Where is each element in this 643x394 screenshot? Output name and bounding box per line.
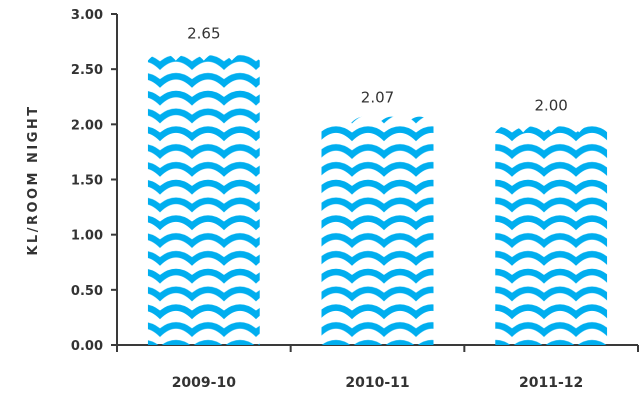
y-axis: 0.00 0.50 1.00 1.50 2.00 2.50 3.00 xyxy=(71,8,118,354)
x-tick-label: 2011-12 xyxy=(519,375,583,391)
labels-group: 2.65 2.07 2.00 xyxy=(187,25,568,115)
x-tick-label: 2010-11 xyxy=(345,375,409,391)
y-tick-label: 0.00 xyxy=(71,339,103,354)
x-axis: 2009-10 2010-11 2011-12 xyxy=(116,344,639,391)
data-label: 2.07 xyxy=(361,89,394,107)
y-tick-label: 2.50 xyxy=(71,63,103,78)
y-tick-label: 1.00 xyxy=(71,229,103,244)
y-tick-label: 3.00 xyxy=(71,8,103,23)
bar-2009-10 xyxy=(147,52,260,345)
y-tick-label: 0.50 xyxy=(71,284,103,299)
y-tick-label: 2.00 xyxy=(71,118,103,133)
bar-2011-12 xyxy=(495,124,608,345)
y-tick-label: 1.50 xyxy=(71,174,103,189)
data-label: 2.65 xyxy=(187,25,220,43)
y-axis-label: KL/ROOM NIGHT xyxy=(26,104,41,255)
bar-2010-11 xyxy=(321,116,434,345)
data-label: 2.00 xyxy=(534,96,567,114)
x-tick-label: 2009-10 xyxy=(172,375,237,391)
bars-group xyxy=(147,52,608,345)
